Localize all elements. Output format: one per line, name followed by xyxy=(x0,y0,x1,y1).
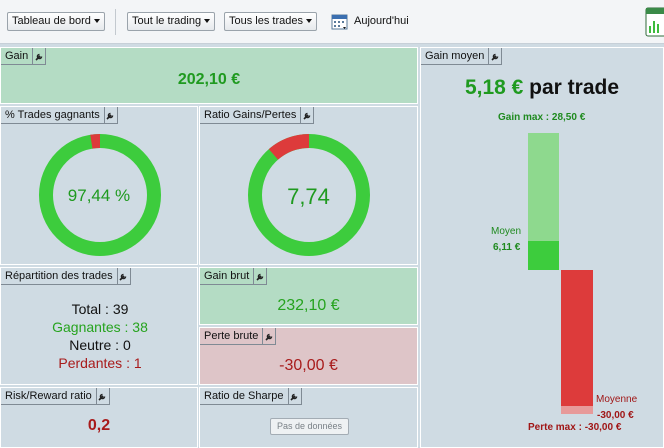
panel-title-label: Répartition des trades xyxy=(5,270,113,282)
gain-max-label: Gain max : 28,50 € xyxy=(498,112,586,123)
wrench-icon[interactable] xyxy=(253,268,266,284)
chart-window-icon[interactable] xyxy=(645,6,664,38)
risk-reward-value: 0,2 xyxy=(87,417,111,434)
gain-value: 202,10 € xyxy=(177,71,241,88)
wrench-icon[interactable] xyxy=(103,107,117,123)
calendar-icon[interactable] xyxy=(331,12,350,31)
sharpe-panel: Ratio de Sharpe Pas de données xyxy=(199,387,418,448)
ratio-panel-title: Ratio Gains/Pertes xyxy=(200,107,315,124)
win-rate-donut-loss-arc xyxy=(90,134,101,149)
rep-total: Total : 39 xyxy=(71,301,129,317)
gain-panel: Gain 202,10 € xyxy=(0,47,418,104)
win-rate-value: 97,44 % xyxy=(67,186,131,205)
ratio-donut-loss-arc xyxy=(268,134,310,160)
win-rate-panel: % Trades gagnants 97,44 % xyxy=(0,106,198,265)
ratio-panel: Ratio Gains/Pertes 7,74 xyxy=(199,106,418,265)
risk-reward-panel: Risk/Reward ratio 0,2 xyxy=(0,387,198,448)
repartition-panel-title: Répartition des trades xyxy=(1,268,131,285)
repartition-list: Total : 39 Gagnantes : 38 Neutre : 0 Per… xyxy=(1,300,199,372)
panel-title-label: Gain moyen xyxy=(425,50,485,62)
win-rate-panel-title: % Trades gagnants xyxy=(1,107,118,124)
panel-title-label: Gain xyxy=(5,50,29,62)
panel-title-label: Ratio Gains/Pertes xyxy=(204,109,297,121)
chevron-down-icon xyxy=(93,19,100,23)
trading-select[interactable]: Tout le trading xyxy=(127,12,216,31)
average-gain-panel-title: Gain moyen xyxy=(421,48,503,65)
wrench-icon[interactable] xyxy=(262,328,275,344)
risk-reward-panel-title: Risk/Reward ratio xyxy=(1,388,110,405)
average-loss-bar xyxy=(561,270,593,414)
panel-title-label: Perte brute xyxy=(204,330,259,342)
win-rate-donut xyxy=(39,134,161,256)
panel-title-label: Risk/Reward ratio xyxy=(5,390,92,402)
average-gain-panel: Gain moyen 5,18 € par trade Gain max : 2… xyxy=(420,47,664,448)
gross-loss-panel: Perte brute -30,00 € xyxy=(199,327,418,385)
rep-neutral: Neutre : 0 xyxy=(69,337,131,353)
dashboard-select[interactable]: Tableau de bord xyxy=(7,12,105,31)
toolbar: Tableau de bord Tout le trading Tous les… xyxy=(0,0,664,44)
sharpe-panel-title: Ratio de Sharpe xyxy=(200,388,302,405)
rep-losers: Perdantes : 1 xyxy=(58,355,142,371)
wrench-icon[interactable] xyxy=(32,48,45,64)
trading-select-label: Tout le trading xyxy=(132,15,202,27)
avg-gain-label: Moyen xyxy=(491,226,522,237)
average-gain-headline: 5,18 € par trade xyxy=(421,76,663,100)
no-data-button[interactable]: Pas de données xyxy=(270,418,349,435)
trades-select[interactable]: Tous les trades xyxy=(224,12,317,31)
today-button[interactable]: Aujourd'hui xyxy=(354,15,409,27)
wrench-icon[interactable] xyxy=(300,107,313,123)
gross-gain-panel: Gain brut 232,10 € xyxy=(199,267,418,325)
average-gain-suffix: par trade xyxy=(529,76,620,99)
trades-select-label: Tous les trades xyxy=(229,15,303,27)
loss-max-label: Perte max : -30,00 € xyxy=(528,422,622,433)
wrench-icon[interactable] xyxy=(116,268,130,284)
wrench-icon[interactable] xyxy=(287,388,301,404)
win-rate-donut-win-arc xyxy=(39,134,161,256)
rep-winners: Gagnantes : 38 xyxy=(52,319,148,335)
gross-gain-panel-title: Gain brut xyxy=(200,268,268,285)
dashboard-select-label: Tableau de bord xyxy=(12,15,91,27)
avg-gain-value: 6,11 € xyxy=(493,242,521,253)
wrench-icon[interactable] xyxy=(95,388,109,404)
gross-loss-panel-title: Perte brute xyxy=(200,328,277,345)
gain-panel-title: Gain xyxy=(1,48,47,65)
average-gain-value: 5,18 € xyxy=(464,76,524,99)
panel-title-label: Gain brut xyxy=(204,270,250,282)
panel-title-label: Ratio de Sharpe xyxy=(204,390,284,402)
ratio-donut xyxy=(248,134,370,256)
wrench-icon[interactable] xyxy=(488,48,501,64)
toolbar-divider xyxy=(115,9,116,35)
panel-title-label: % Trades gagnants xyxy=(5,109,100,121)
average-gain-bar xyxy=(528,240,559,270)
chevron-down-icon xyxy=(204,19,211,23)
loss-max-bar xyxy=(561,406,593,414)
gross-loss-value: -30,00 € xyxy=(279,357,338,374)
repartition-panel: Répartition des trades Total : 39 Gagnan… xyxy=(0,267,198,385)
ratio-value: 7,74 xyxy=(287,184,330,209)
chevron-down-icon xyxy=(305,19,312,23)
avg-loss-value: -30,00 € xyxy=(597,410,634,421)
gross-gain-value: 232,10 € xyxy=(277,297,340,314)
avg-loss-label: Moyenne xyxy=(596,394,638,405)
